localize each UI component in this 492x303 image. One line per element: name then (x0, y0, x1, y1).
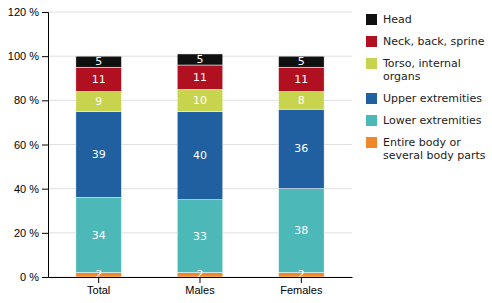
legend-item: Upper extremities (366, 92, 482, 105)
x-axis: Total Males Females (49, 277, 353, 296)
bar (279, 189, 325, 273)
series (76, 109, 324, 200)
tick-mark (98, 277, 99, 283)
data-label: 5 (95, 55, 102, 68)
bars (76, 54, 324, 277)
tick: 100 % (8, 50, 48, 62)
bar (279, 56, 325, 67)
data-label: 5 (197, 53, 204, 66)
series (76, 189, 324, 273)
axis-line (42, 13, 49, 278)
legend-swatch (366, 58, 377, 69)
bar (279, 109, 325, 188)
tick-mark (200, 277, 201, 283)
tick: Males (185, 277, 215, 296)
data-label: 8 (298, 94, 305, 107)
bar (76, 56, 122, 67)
tick-mark (301, 277, 302, 283)
data-labels: 2223433383940369108111111555 (92, 53, 309, 281)
tick-mark (42, 100, 48, 101)
plot: 22234333839403691081111115550 %20 %40 %6… (8, 6, 353, 296)
chart: 22234333839403691081111115550 %20 %40 %6… (0, 0, 492, 303)
legend-item: Torso, internalorgans (366, 57, 461, 83)
tick-label: 20 % (14, 227, 39, 239)
bar (76, 198, 122, 273)
data-label: 11 (92, 73, 106, 86)
y-axis: 0 % 20 % 40 % 60 % 80 % 100 % 120 % (8, 6, 49, 283)
data-label: 5 (298, 55, 305, 68)
tick-mark (42, 56, 48, 57)
legend-label: Head (383, 13, 412, 26)
bar (177, 65, 223, 89)
bar (177, 111, 223, 199)
tick: Total (87, 277, 110, 296)
legend-swatch (366, 14, 377, 25)
legend-swatch (366, 36, 377, 47)
series (76, 89, 324, 111)
data-label: 34 (92, 229, 106, 242)
legend-item: Head (366, 13, 412, 26)
tick-mark (42, 277, 48, 278)
tick-label: 0 % (20, 271, 39, 283)
data-label: 39 (92, 148, 106, 161)
legend-item: Entire body orseveral body parts (366, 136, 486, 162)
legend-label: Lower extremities (383, 114, 482, 127)
tick: 0 % (20, 271, 48, 283)
legend-swatch (366, 93, 377, 104)
tick: 60 % (14, 139, 48, 151)
grid (48, 12, 352, 277)
legend-label: Torso, internalorgans (382, 57, 461, 83)
data-label: 11 (294, 73, 308, 86)
bar (177, 89, 223, 111)
bar (279, 67, 325, 91)
data-label: 11 (193, 71, 207, 84)
tick-label: 40 % (14, 183, 39, 195)
tick-label: 120 % (8, 6, 39, 18)
tick-mark (42, 189, 48, 190)
bar (177, 54, 223, 65)
tick-label: Males (185, 284, 215, 296)
tick-mark (42, 12, 48, 13)
tick-label: 80 % (14, 94, 39, 106)
tick: 40 % (14, 183, 48, 195)
data-label: 40 (193, 149, 207, 162)
series (76, 54, 324, 67)
legend-label: Upper extremities (383, 92, 482, 105)
grid-line (48, 12, 352, 13)
bar (177, 200, 223, 273)
legend-swatch (366, 115, 377, 126)
data-label: 36 (294, 142, 308, 155)
tick: 20 % (14, 227, 48, 239)
tick-mark (42, 145, 48, 146)
tick: 120 % (8, 6, 48, 18)
legend-label: Neck, back, sprine (383, 35, 485, 48)
legend-item: Neck, back, sprine (366, 35, 485, 48)
bar (76, 67, 122, 91)
tick: 80 % (14, 94, 48, 106)
tick-label: 60 % (14, 139, 39, 151)
tick-label: 100 % (8, 50, 39, 62)
tick: Females (280, 277, 323, 296)
data-label: 38 (294, 224, 308, 237)
tick-mark (42, 233, 48, 234)
bar (76, 92, 122, 112)
legend-label: Entire body orseveral body parts (383, 136, 486, 162)
legend: Head Neck, back, sprine Torso, internalorg… (366, 13, 486, 162)
tick-label: Females (280, 284, 323, 296)
legend-swatch (366, 137, 377, 148)
bar (279, 92, 325, 110)
data-label: 9 (95, 95, 102, 108)
series (76, 65, 324, 92)
data-label: 33 (193, 230, 207, 243)
data-label: 10 (193, 94, 207, 107)
bar (76, 111, 122, 197)
legend-item: Lower extremities (366, 114, 482, 127)
tick-label: Total (87, 284, 110, 296)
